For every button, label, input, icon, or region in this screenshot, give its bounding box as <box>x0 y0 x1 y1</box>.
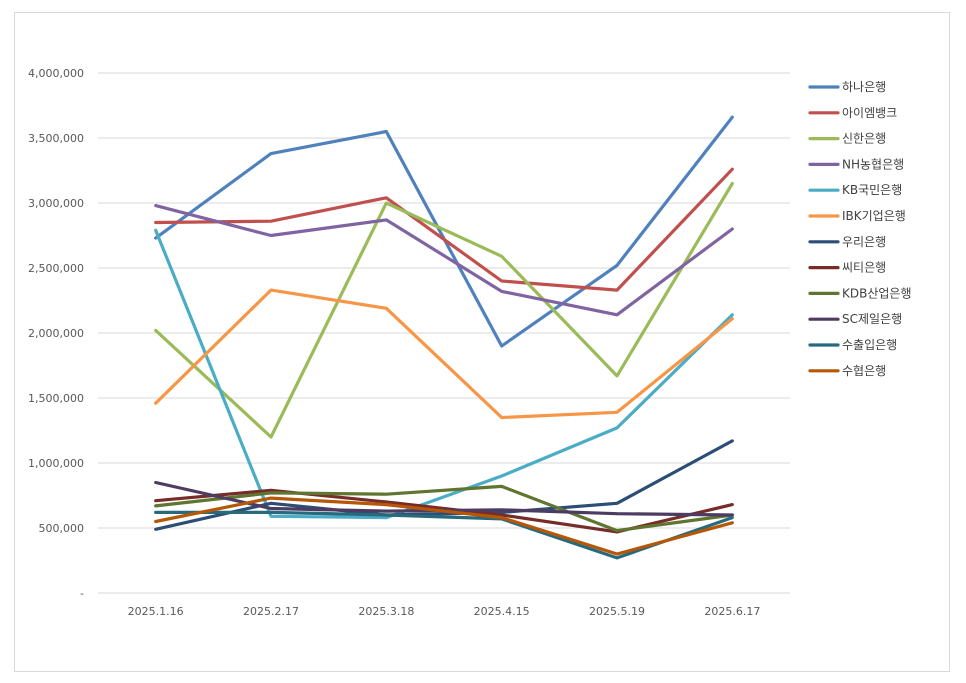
y-tick-label: 2,000,000 <box>28 327 84 340</box>
series-line <box>154 288 734 420</box>
legend-label: KB국민은행 <box>842 182 902 197</box>
y-tick-label: 3,500,000 <box>28 132 84 145</box>
legend-item: 우리은행 <box>808 234 886 249</box>
x-tick-label: 2025.4.15 <box>474 605 530 618</box>
legend-item: 하나은행 <box>808 79 886 94</box>
legend-label: 하나은행 <box>842 79 886 94</box>
legend-item: KDB산업은행 <box>808 285 912 300</box>
legend-label: 수협은행 <box>842 363 886 378</box>
series-line <box>154 167 734 292</box>
legend-label: 신한은행 <box>842 131 886 146</box>
legend-item: 아이엠뱅크 <box>808 106 897 120</box>
series-line <box>154 115 734 348</box>
x-axis-ticks: 2025.1.16 2025.2.17 2025.3.18 2025.4.15 2025… <box>128 605 761 618</box>
series-line <box>154 439 734 531</box>
series-line <box>154 496 734 556</box>
x-tick-label: 2025.2.17 <box>243 605 299 618</box>
y-tick-label: 2,500,000 <box>28 262 84 275</box>
legend-item: NH농협은행 <box>808 156 904 171</box>
series-layer <box>154 115 734 560</box>
legend-item: SC제일은행 <box>808 311 902 326</box>
y-tick-label: 3,000,000 <box>28 197 84 210</box>
legend-label: IBK기업은행 <box>842 208 906 223</box>
grid-layer <box>98 72 790 594</box>
legend-item: 수출입은행 <box>808 337 897 352</box>
legend-label: NH농협은행 <box>842 156 904 171</box>
series-line <box>154 510 734 560</box>
y-tick-label: 1,500,000 <box>28 392 84 405</box>
y-tick-label: 1,000,000 <box>28 457 84 470</box>
legend-label: SC제일은행 <box>842 311 902 326</box>
legend-label: KDB산업은행 <box>842 285 912 300</box>
legend-label: 아이엠뱅크 <box>842 106 897 120</box>
x-tick-label: 2025.1.16 <box>128 605 184 618</box>
legend-item: IBK기업은행 <box>808 208 906 223</box>
legend-item: KB국민은행 <box>808 182 902 197</box>
x-tick-label: 2025.3.18 <box>358 605 414 618</box>
legend-label: 수출입은행 <box>842 337 897 352</box>
x-tick-label: 2025.5.19 <box>589 605 645 618</box>
series-line <box>154 204 734 317</box>
legend-item: 신한은행 <box>808 131 886 146</box>
y-axis-ticks: - 500,000 1,000,000 1,500,000 2,000,000 2,500… <box>28 67 84 600</box>
series-line <box>154 181 734 439</box>
y-tick-label: 4,000,000 <box>28 67 84 80</box>
y-tick-label: 500,000 <box>39 522 85 535</box>
legend-item: 씨티은행 <box>808 260 886 275</box>
series-line <box>154 228 734 520</box>
legend-label: 우리은행 <box>842 234 886 249</box>
x-tick-label: 2025.6.17 <box>704 605 760 618</box>
y-tick-label: - <box>80 587 84 600</box>
series-line <box>154 484 734 533</box>
legend-item: 수협은행 <box>808 363 886 378</box>
legend-label: 씨티은행 <box>842 260 886 275</box>
